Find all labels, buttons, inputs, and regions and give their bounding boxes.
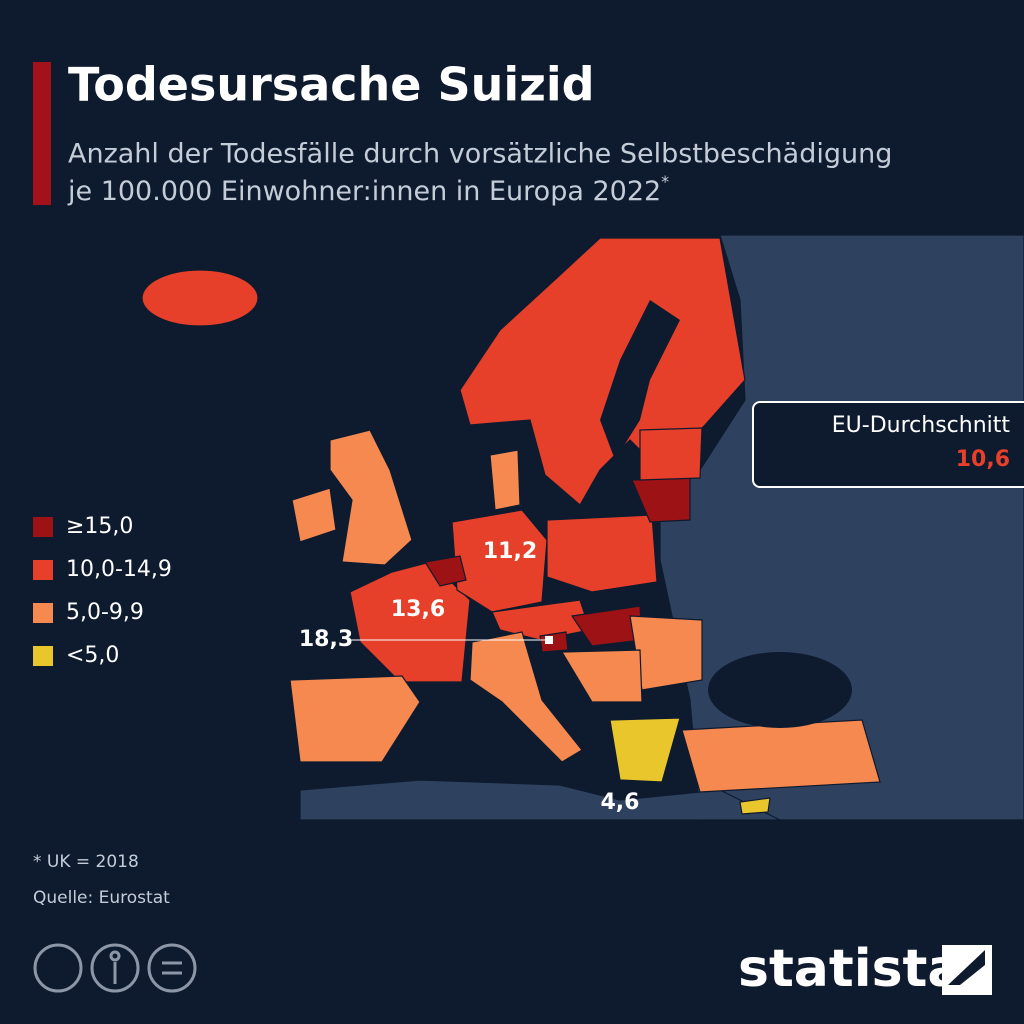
icon-head <box>109 950 121 962</box>
map-label: 4,6 <box>601 790 640 815</box>
country <box>681 719 881 793</box>
country <box>141 269 259 327</box>
country <box>489 449 521 511</box>
eu-value: 10,6 <box>956 447 1010 472</box>
title: Todesursache Suizid <box>68 58 595 112</box>
map <box>141 234 1024 821</box>
country <box>424 555 467 587</box>
legend-label: ≥15,0 <box>66 514 133 539</box>
country <box>291 487 337 543</box>
map-label: 11,2 <box>483 539 537 564</box>
marker <box>545 636 553 644</box>
country <box>539 631 569 653</box>
country <box>560 649 643 703</box>
country <box>451 509 548 613</box>
legend-swatch <box>33 517 53 537</box>
legend-label: 5,0-9,9 <box>66 600 144 625</box>
country <box>469 631 583 763</box>
icon-nd <box>147 943 197 993</box>
icon-cc <box>33 943 83 993</box>
legend-swatch <box>33 646 53 666</box>
icon-by <box>90 943 140 993</box>
brand-icon-mark <box>948 950 985 985</box>
legend-swatch <box>33 603 53 623</box>
country <box>546 514 658 593</box>
legend-label: <5,0 <box>66 643 119 668</box>
country <box>739 797 771 815</box>
sea <box>600 300 680 460</box>
subtitle-line: Anzahl der Todesfälle durch vorsätzliche… <box>68 139 892 170</box>
title-bar <box>33 62 51 205</box>
sea <box>708 652 852 728</box>
country <box>639 427 703 481</box>
country <box>349 561 471 683</box>
eu-label: EU-Durchschnitt <box>832 413 1011 438</box>
subtitle-line: je 100.000 Einwohner:innen in Europa 202… <box>67 172 669 207</box>
legend: ≥15,0 10,0-14,9 5,0-9,9 <5,0 <box>33 514 172 668</box>
country <box>329 429 413 566</box>
footnote: * UK = 2018 <box>33 852 139 872</box>
license-icons <box>33 943 197 993</box>
map-label: 18,3 <box>299 627 353 652</box>
legend-label: 10,0-14,9 <box>66 557 172 582</box>
map-label: 13,6 <box>391 597 445 622</box>
country <box>609 717 681 783</box>
legend-swatch <box>33 560 53 580</box>
eu-box <box>752 401 1024 488</box>
brand: statista <box>738 939 962 999</box>
country <box>289 675 421 763</box>
source: Quelle: Eurostat <box>33 888 170 908</box>
land-nondata <box>299 779 781 821</box>
subtitle-text: je 100.000 Einwohner:innen in Europa 202… <box>67 176 661 207</box>
subtitle-mark: * <box>661 172 669 191</box>
